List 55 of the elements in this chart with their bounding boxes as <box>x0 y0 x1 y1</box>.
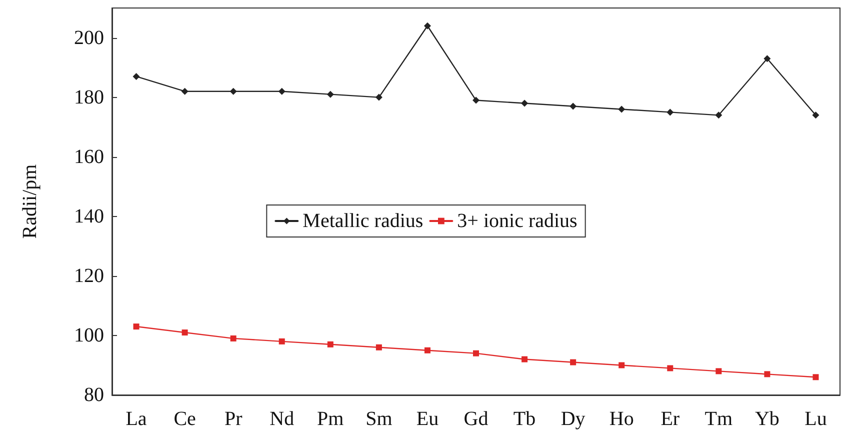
point <box>424 22 431 30</box>
x-tick-label: Lu <box>804 408 827 430</box>
x-tick-label: Tm <box>704 408 733 430</box>
point <box>618 106 626 113</box>
x-tick-label: Sm <box>366 408 393 430</box>
x-tick-label: Gd <box>464 408 488 430</box>
y-axis-title: Radii/pm <box>19 164 41 239</box>
point <box>182 329 188 336</box>
legend-label: Metallic radius <box>302 210 424 232</box>
point <box>230 88 237 95</box>
point <box>521 100 528 107</box>
point <box>618 362 625 368</box>
point <box>472 96 480 104</box>
x-tick-label: Yb <box>754 408 780 430</box>
point <box>812 112 820 119</box>
point <box>715 112 722 119</box>
point <box>278 88 286 95</box>
point <box>133 324 140 330</box>
y-tick-label: 80 <box>84 384 104 406</box>
point <box>230 335 236 342</box>
point <box>326 90 334 98</box>
point <box>570 102 577 110</box>
x-tick-label: Pm <box>317 408 344 430</box>
x-tick-label: Ce <box>174 408 196 430</box>
point <box>667 365 674 372</box>
point <box>812 374 819 380</box>
y-tick-label: 100 <box>74 324 104 346</box>
point <box>424 347 430 354</box>
point <box>278 338 285 344</box>
y-tick-label: 140 <box>74 205 104 228</box>
x-tick-label: Er <box>660 408 680 430</box>
point <box>716 368 722 374</box>
y-tick-label: 180 <box>74 86 104 108</box>
point <box>132 72 140 80</box>
point <box>666 108 674 116</box>
point <box>522 356 528 362</box>
x-tick-label: Nd <box>270 408 294 430</box>
y-tick-label: 160 <box>74 146 104 168</box>
point <box>327 341 334 348</box>
y-tick-label: 120 <box>74 264 104 287</box>
y-tick-label: 200 <box>74 26 104 49</box>
point <box>181 88 188 95</box>
point <box>473 350 479 356</box>
x-tick-label: Ho <box>609 408 634 430</box>
point <box>570 359 576 366</box>
point <box>764 371 770 378</box>
point <box>764 55 771 62</box>
point <box>376 344 382 350</box>
legend-label: 3+ ionic radius <box>457 210 578 232</box>
x-tick-label: Dy <box>560 408 586 430</box>
x-tick-label: Tb <box>513 408 536 430</box>
point <box>375 94 382 101</box>
x-tick-label: La <box>126 408 147 430</box>
x-tick-label: Eu <box>416 408 439 430</box>
x-tick-label: Pr <box>224 408 243 430</box>
